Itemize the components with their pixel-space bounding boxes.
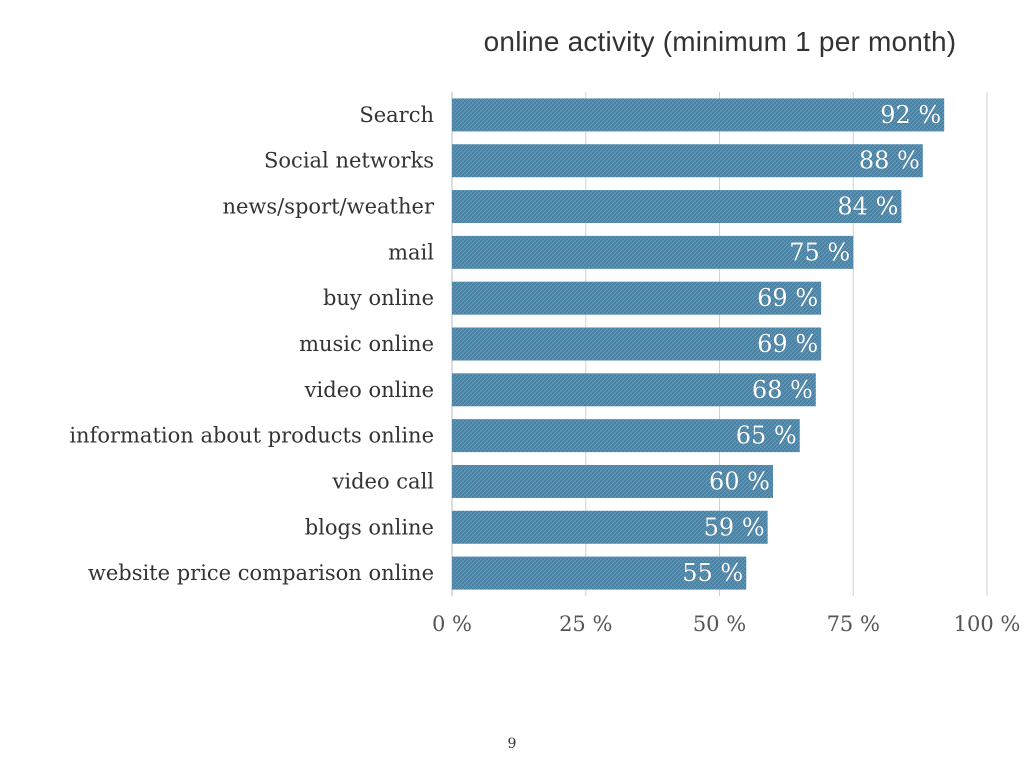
- category-label: video online: [304, 378, 434, 402]
- category-label: Social networks: [264, 149, 434, 173]
- bar: [452, 281, 822, 315]
- data-label: 92 %: [880, 101, 941, 129]
- bar: [452, 419, 800, 453]
- data-label: 68 %: [752, 376, 813, 404]
- category-labels: Search Social networks news/sport/weather m…: [69, 103, 435, 585]
- bar: [452, 510, 768, 544]
- data-label: 55 %: [682, 559, 743, 587]
- x-axis-ticks: 0 % 25 % 50 % 75 % 100 %: [432, 612, 1020, 636]
- chart-title: online activity (minimum 1 per month): [483, 26, 957, 57]
- x-tick-label: 75 %: [827, 612, 880, 636]
- bars: [452, 98, 945, 590]
- bar: [452, 144, 923, 178]
- bar: [452, 373, 816, 407]
- data-label: 84 %: [837, 193, 898, 221]
- category-label: buy online: [323, 286, 434, 310]
- value-labels: 92 % 88 % 84 % 75 % 69 % 69 % 68 % 65 % 60 % 59 %…: [682, 101, 942, 588]
- bar: [452, 464, 773, 498]
- bar: [452, 235, 854, 269]
- bar: [452, 556, 747, 590]
- data-label: 65 %: [736, 422, 797, 450]
- category-label: mail: [388, 240, 434, 264]
- bar: [452, 190, 902, 224]
- bar: [452, 327, 822, 361]
- data-label: 75 %: [789, 238, 850, 266]
- x-tick-label: 100 %: [954, 612, 1021, 636]
- data-label: 69 %: [757, 330, 818, 358]
- page-number: 9: [507, 736, 517, 752]
- category-label: video call: [332, 469, 435, 493]
- x-tick-label: 0 %: [432, 612, 472, 636]
- category-label: website price comparison online: [88, 561, 434, 585]
- data-label: 59 %: [704, 513, 765, 541]
- category-label: blogs online: [305, 515, 434, 539]
- category-label: music online: [299, 332, 434, 356]
- data-label: 60 %: [709, 467, 770, 495]
- x-tick-label: 25 %: [559, 612, 612, 636]
- bar: [452, 98, 945, 132]
- x-tick-label: 50 %: [693, 612, 746, 636]
- category-label: Search: [359, 103, 434, 127]
- category-label: information about products online: [69, 424, 434, 448]
- category-label: news/sport/weather: [222, 195, 435, 219]
- data-label: 69 %: [757, 284, 818, 312]
- data-label: 88 %: [859, 147, 920, 175]
